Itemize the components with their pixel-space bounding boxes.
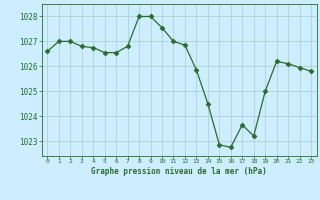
X-axis label: Graphe pression niveau de la mer (hPa): Graphe pression niveau de la mer (hPa): [91, 167, 267, 176]
